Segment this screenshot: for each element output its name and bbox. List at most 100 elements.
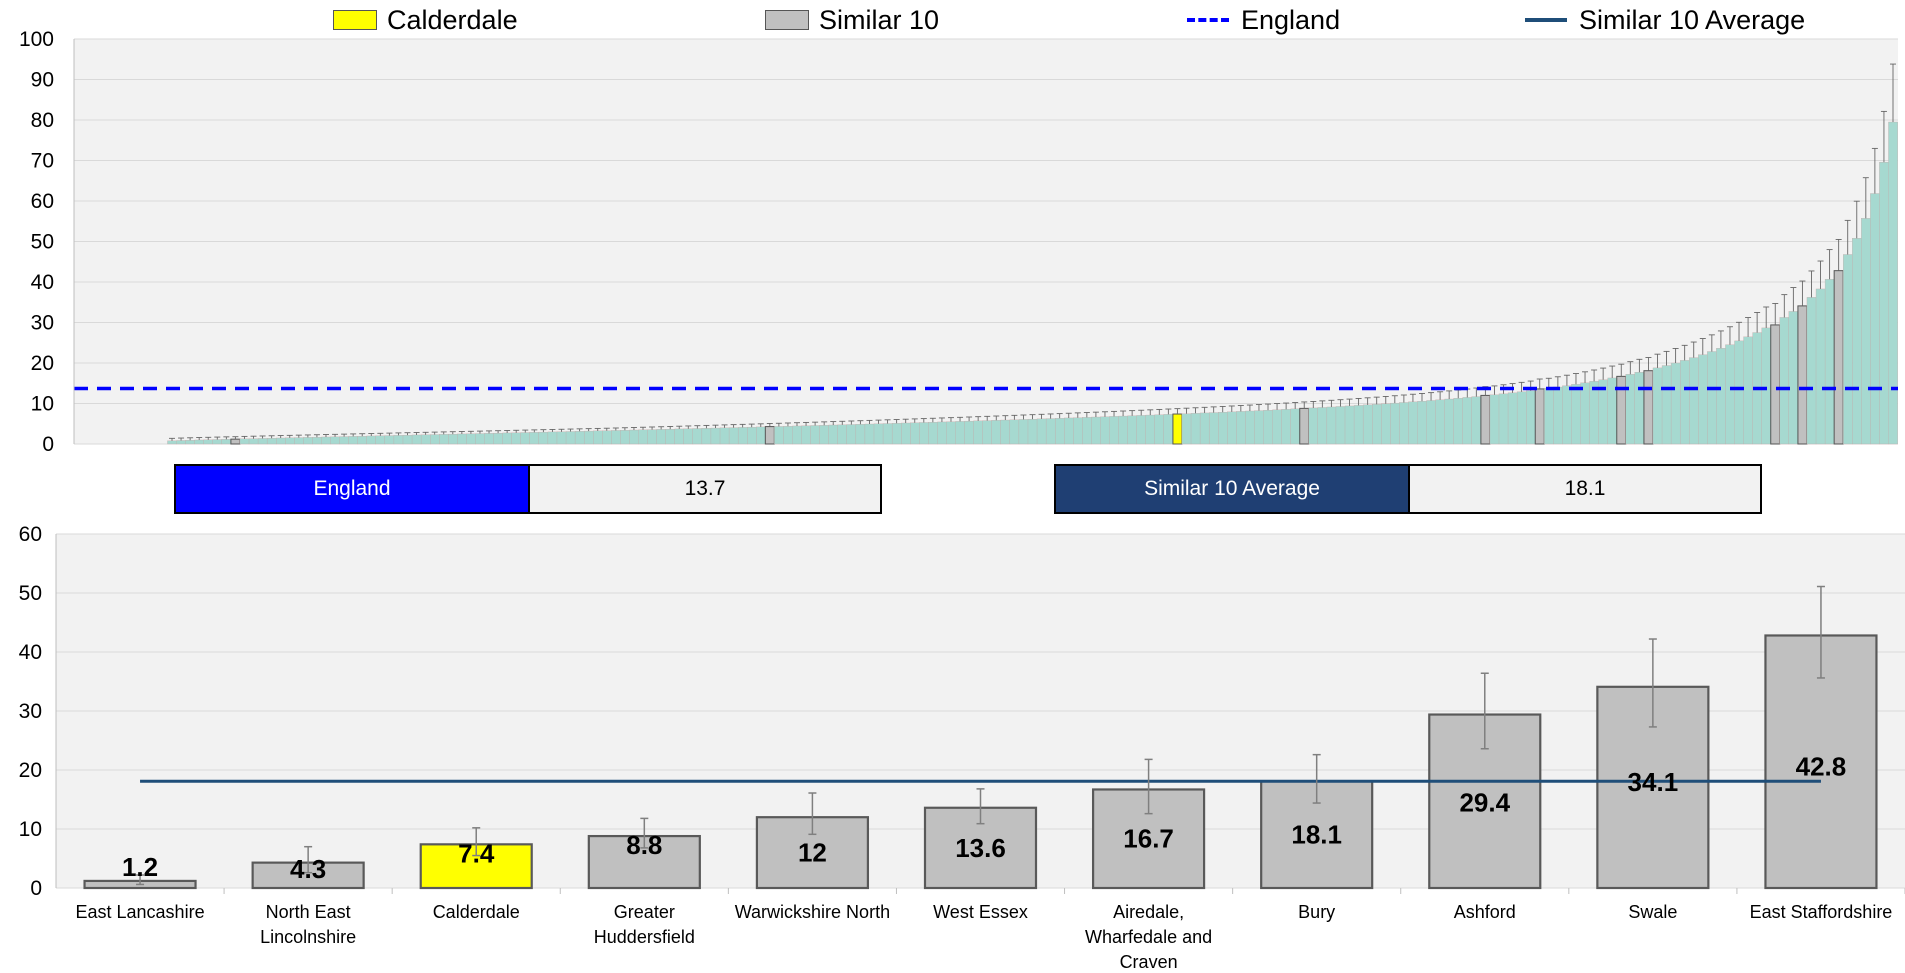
- legend-swatch-england: [1187, 18, 1229, 22]
- overview-area-bar: [1562, 385, 1572, 445]
- overview-area-bar: [864, 423, 875, 445]
- overview-area-bar: [266, 438, 277, 445]
- overview-area-bar: [946, 421, 956, 445]
- legend-label-calderdale: Calderdale: [387, 4, 518, 35]
- overview-area-bar: [982, 420, 993, 445]
- comparison-value-label: 1.2: [122, 852, 158, 882]
- overview-area-bar: [801, 425, 811, 445]
- similar-average-summary-label: Similar 10 Average: [1056, 466, 1408, 512]
- overview-area-bar: [683, 428, 694, 445]
- overview-area-bar: [1317, 407, 1328, 445]
- overview-area-bar: [964, 420, 974, 445]
- comparison-x-label: Swale: [1628, 902, 1677, 922]
- similar-average-summary-box: Similar 10 Average 18.1: [1054, 464, 1762, 514]
- overview-area-bar: [1815, 288, 1826, 445]
- overview-area-bar: [420, 434, 431, 445]
- overview-area-bar: [1498, 393, 1509, 445]
- overview-area-bar: [647, 429, 657, 445]
- overview-area-bar: [212, 439, 223, 445]
- overview-area-bar: [819, 425, 830, 445]
- overview-area-bar: [1218, 412, 1228, 445]
- comparison-value-label: 16.7: [1123, 824, 1174, 854]
- overview-y-tick-label: 20: [31, 352, 54, 375]
- comparison-value-label: 42.8: [1796, 751, 1847, 781]
- overview-area-bar: [176, 440, 186, 445]
- overview-area-bar: [1263, 410, 1273, 445]
- overview-similar-bar: [1833, 270, 1844, 445]
- overview-y-tick-label: 90: [31, 69, 54, 92]
- overview-y-tick-label: 30: [31, 312, 54, 335]
- overview-area-bar: [1000, 419, 1011, 445]
- overview-similar-bar: [1299, 407, 1310, 445]
- overview-similar-bar: [1616, 375, 1627, 445]
- overview-area-bar: [674, 428, 685, 445]
- comparison-value-label: 18.1: [1291, 820, 1342, 850]
- overview-area-bar: [882, 423, 893, 445]
- overview-y-tick-label: 0: [42, 433, 54, 456]
- overview-area-bar: [1227, 411, 1237, 445]
- overview-area-bar: [1852, 238, 1862, 445]
- overview-area-bar: [203, 439, 214, 445]
- overview-area-bar: [411, 434, 422, 445]
- overview-area-bar: [620, 430, 630, 445]
- overview-area-bar: [1408, 401, 1418, 445]
- overview-area-bar: [1045, 418, 1056, 445]
- overview-area-bar: [1661, 365, 1672, 445]
- overview-area-bar: [1236, 411, 1246, 445]
- overview-area-bar: [529, 432, 540, 445]
- overview-area-bar: [1036, 418, 1047, 445]
- overview-area-bar: [1870, 193, 1880, 445]
- overview-area-bar: [375, 435, 386, 445]
- overview-area-bar: [484, 433, 494, 445]
- overview-area-bar: [1281, 409, 1292, 445]
- overview-area-bar: [1652, 367, 1663, 445]
- overview-area-bar: [1689, 357, 1699, 445]
- overview-area-bar: [1154, 414, 1165, 445]
- overview-area-bar: [593, 430, 603, 445]
- comparison-y-tick-label: 60: [19, 523, 42, 546]
- overview-area-bar: [321, 436, 331, 445]
- overview-y-tick-label: 100: [19, 28, 54, 51]
- overview-area-bar: [756, 426, 766, 445]
- overview-area-bar: [1507, 392, 1518, 445]
- comparison-value-label: 7.4: [458, 838, 495, 868]
- comparison-y-tick-label: 0: [30, 877, 42, 900]
- overview-area-bar: [1272, 409, 1282, 445]
- overview-area-bar: [574, 431, 585, 445]
- overview-area-bar: [1372, 404, 1382, 445]
- overview-area-bar: [1208, 412, 1219, 445]
- comparison-x-label: Calderdale: [433, 902, 520, 922]
- comparison-y-tick-label: 40: [19, 641, 42, 664]
- overview-area-bar: [1054, 418, 1065, 445]
- similar-average-summary-value: 18.1: [1408, 466, 1760, 512]
- overview-area-bar: [1580, 382, 1590, 445]
- overview-area-bar: [602, 430, 612, 445]
- overview-y-tick-label: 60: [31, 190, 54, 213]
- overview-area-bar: [792, 425, 802, 445]
- overview-area-bar: [774, 426, 784, 445]
- overview-area-bar: [828, 424, 839, 445]
- overview-area-bar: [339, 436, 349, 445]
- overview-area-bar: [629, 429, 639, 445]
- overview-area-bar: [1353, 405, 1364, 445]
- overview-area-bar: [1526, 390, 1536, 445]
- comparison-x-label: North East Lincolnshire: [260, 902, 356, 947]
- comparison-bars: 1.2 4.3 7.4 8.8 12 13.6 16.7 18.1 29.4 34.1 42.8: [83, 585, 1878, 890]
- overview-area-bar: [810, 425, 820, 445]
- overview-area-bar: [910, 422, 920, 445]
- overview-area-bar: [194, 439, 205, 445]
- overview-area-bar: [565, 431, 576, 445]
- overview-area-bar: [1199, 412, 1210, 445]
- overview-area-bar: [701, 428, 712, 445]
- overview-area-bar: [402, 434, 413, 445]
- overview-chart: 0 10 20 30 40 50 60 70 80 90 100: [19, 28, 1898, 456]
- overview-area-bar: [1843, 254, 1853, 445]
- overview-y-axis: 0 10 20 30 40 50 60 70 80 90 100: [19, 28, 75, 456]
- overview-area-bar: [357, 435, 368, 445]
- comparison-y-tick-label: 20: [19, 759, 42, 782]
- overview-area-bar: [1308, 407, 1319, 445]
- overview-area-bar: [547, 431, 558, 445]
- overview-area-bar: [783, 426, 793, 445]
- overview-area-bar: [457, 433, 467, 445]
- overview-area-bar: [1489, 394, 1500, 445]
